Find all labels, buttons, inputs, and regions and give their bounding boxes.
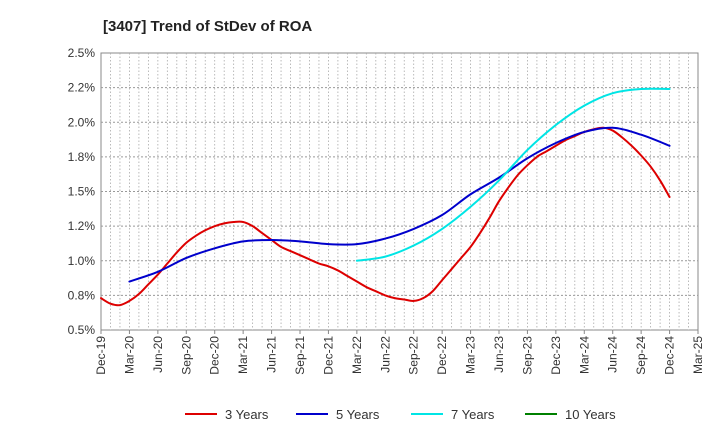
x-tick-label: Dec-21 <box>321 336 335 375</box>
x-tick-label: Sep-20 <box>179 336 193 375</box>
x-tick-label: Mar-25 <box>691 336 705 374</box>
x-tick-label: Mar-22 <box>350 336 364 374</box>
x-tick-label: Dec-20 <box>208 336 222 375</box>
legend-label-10-years: 10 Years <box>565 407 616 422</box>
x-tick-label: Jun-20 <box>151 336 165 373</box>
x-tick-label: Mar-24 <box>577 336 591 374</box>
x-tick-label: Sep-22 <box>407 336 421 375</box>
x-tick-label: Dec-19 <box>94 336 108 375</box>
legend-label-3-years: 3 Years <box>225 407 269 422</box>
y-tick-label: 2.5% <box>68 46 96 60</box>
y-tick-label: 1.5% <box>68 185 96 199</box>
legend: 3 Years 5 Years 7 Years 10 Years <box>185 407 616 422</box>
y-tick-label: 2.0% <box>68 115 96 129</box>
y-tick-label: 1.2% <box>68 219 96 233</box>
y-tick-label: 0.5% <box>68 323 96 337</box>
y-tick-label: 1.8% <box>68 150 96 164</box>
grid-lines <box>101 53 698 330</box>
x-tick-label: Dec-23 <box>549 336 563 375</box>
y-tick-label: 2.2% <box>68 81 96 95</box>
y-tick-label: 1.0% <box>68 254 96 268</box>
x-tick-label: Mar-20 <box>122 336 136 374</box>
x-tick-label: Mar-21 <box>236 336 250 374</box>
x-tick-label: Jun-22 <box>378 336 392 373</box>
x-tick-label: Sep-24 <box>634 336 648 375</box>
x-tick-label: Dec-22 <box>435 336 449 375</box>
axis-labels: 0.5% 0.8% 1.0% 1.2% 1.5% 1.8% 2.0% 2.2% 2.5% Dec-… <box>68 46 705 375</box>
legend-label-5-years: 5 Years <box>336 407 380 422</box>
x-tick-label: Jun-21 <box>265 336 279 373</box>
legend-label-7-years: 7 Years <box>451 407 495 422</box>
series-line-7-years <box>355 87 671 262</box>
x-tick-label: Sep-23 <box>520 336 534 375</box>
chart-title: [3407] Trend of StDev of ROA <box>103 18 312 35</box>
series-line-3-years <box>100 126 671 307</box>
x-tick-label: Dec-24 <box>663 336 677 375</box>
x-tick-label: Jun-24 <box>606 336 620 373</box>
x-tick-label: Mar-23 <box>464 336 478 374</box>
series-lines <box>100 87 671 307</box>
series-line-5-years <box>128 126 671 283</box>
x-tick-label: Jun-23 <box>492 336 506 373</box>
y-tick-label: 0.8% <box>68 288 96 302</box>
x-tick-label: Sep-21 <box>293 336 307 375</box>
